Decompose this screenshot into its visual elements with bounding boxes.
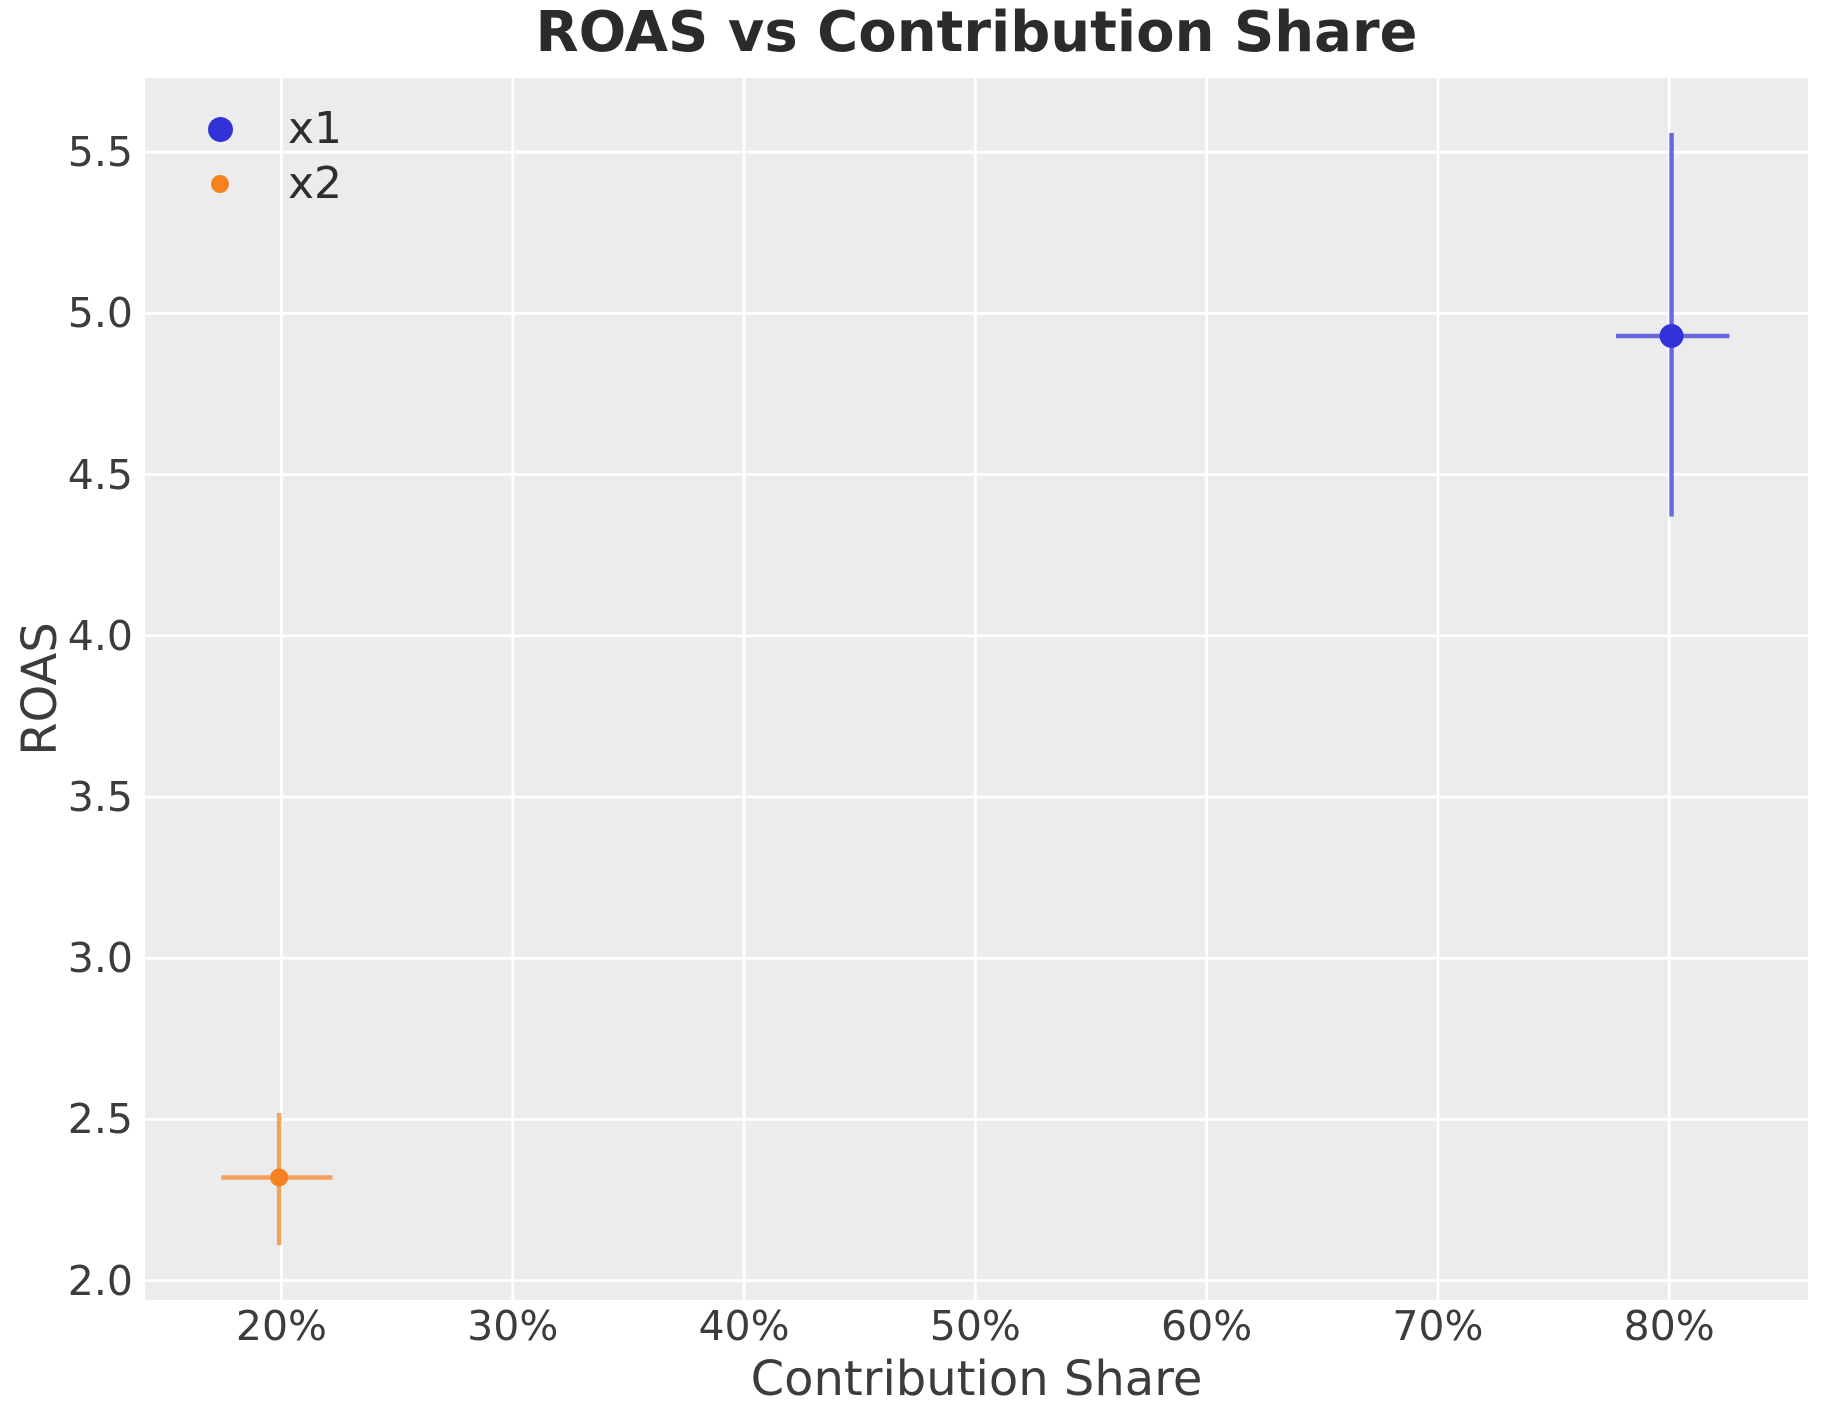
y-tick-label-2.0: 2.0 — [67, 1256, 133, 1305]
chart-title: ROAS vs Contribution Share — [535, 0, 1418, 65]
y-tick-label-5.0: 5.0 — [67, 289, 133, 338]
x-tick-label-20: 20% — [235, 1302, 328, 1350]
x-tick-label-70: 70% — [1392, 1302, 1484, 1350]
y-tick-label-5.5: 5.5 — [67, 128, 133, 177]
x-axis-label: Contribution Share — [750, 1351, 1203, 1407]
y-tick-label-2.5: 2.5 — [67, 1095, 133, 1144]
data-point-x1 — [1659, 323, 1684, 348]
plot-area: x1 x2 — [145, 78, 1808, 1300]
y-tick-label-4.0: 4.0 — [67, 611, 133, 660]
y-tick-label-3.5: 3.5 — [67, 773, 133, 821]
x-tick-label-80: 80% — [1623, 1302, 1715, 1350]
y-axis-label: ROAS — [12, 622, 68, 756]
y-tick-label-3.0: 3.0 — [67, 934, 133, 983]
scatter-plot-canvas — [145, 78, 1808, 1300]
y-tick-label-4.5: 4.5 — [67, 450, 133, 499]
data-point-x2 — [270, 1168, 289, 1187]
x-tick-label-40: 40% — [698, 1302, 790, 1350]
x-tick-label-60: 60% — [1161, 1302, 1253, 1350]
x-tick-label-30: 30% — [467, 1302, 559, 1350]
x-tick-label-50: 50% — [929, 1302, 1021, 1350]
